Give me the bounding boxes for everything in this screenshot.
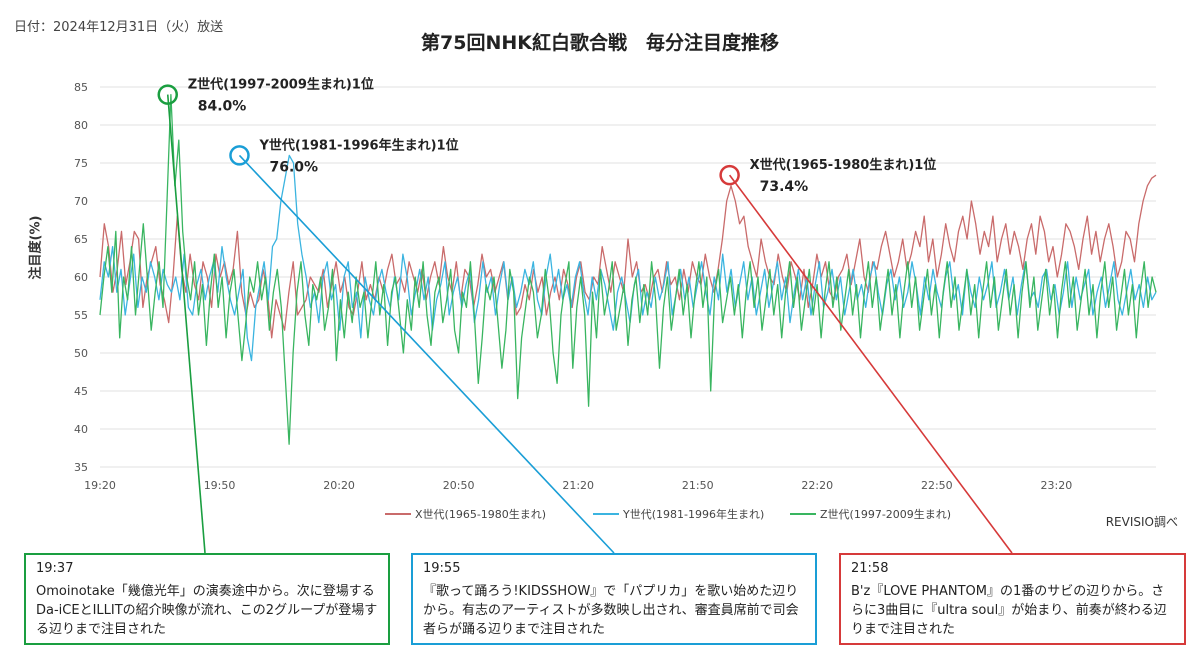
series-line-z [99,93,1157,445]
x-tick-label: 20:50 [443,479,475,492]
note-box-x: 21:58 B'z『LOVE PHANTOM』の1番のサビの辺りから。さらに3曲… [839,553,1186,645]
peak-marker [719,164,740,186]
legend-swatch-y [593,513,619,515]
y-tick-label: 75 [74,157,88,170]
x-tick-label: 22:20 [801,479,833,492]
source-credit: REVISIO調べ [1105,515,1178,529]
series-line-y [99,154,1157,362]
legend-label-x: X世代(1965-1980生まれ) [415,508,547,521]
broadcast-date: 日付：2024年12月31日（火）放送 [14,20,224,35]
callout-value: 76.0% [269,159,318,175]
callout-value: 73.4% [760,179,809,195]
x-tick-label: 23:20 [1041,479,1073,492]
note-time: 21:58 [851,561,889,576]
note-text: Omoinotake「幾億光年」の演奏途中から。次に登場するDa-iCEとILL… [36,584,378,637]
y-tick-label: 65 [74,233,88,246]
x-tick-label: 21:50 [682,479,714,492]
y-tick-label: 35 [74,461,88,474]
note-time: 19:55 [423,561,461,576]
callout-connector [728,174,1013,554]
y-tick-label: 55 [74,309,88,322]
note-text: 『歌って踊ろう!KIDSSHOW』で「パプリカ」を歌い始めた辺りから。有志のアー… [423,584,799,637]
x-tick-label: 20:20 [323,479,355,492]
y-tick-label: 85 [74,81,88,94]
legend-swatch-z [790,513,816,515]
chart-title: 第75回NHK紅白歌合戦 毎分注目度推移 [421,32,779,54]
x-tick-label: 22:50 [921,479,953,492]
peak-marker [157,84,178,105]
callout-label: Y世代(1981-1996年生まれ)1位 [258,137,458,153]
x-tick-label: 19:20 [84,479,116,492]
y-tick-label: 70 [74,195,88,208]
peak-marker [229,145,250,166]
note-box-y: 19:55 『歌って踊ろう!KIDSSHOW』で「パプリカ」を歌い始めた辺りから… [411,553,817,645]
y-tick-label: 80 [74,119,88,132]
y-tick-label: 60 [74,271,88,284]
series-line-x [99,174,1157,339]
legend-label-z: Z世代(1997-2009生まれ) [820,508,952,521]
legend-item-z: Z世代(1997-2009生まれ) [790,506,951,522]
x-tick-label: 21:20 [562,479,594,492]
y-tick-label: 45 [74,385,88,398]
legend-swatch-x [385,513,411,515]
legend-item-y: Y世代(1981-1996年生まれ) [593,506,764,522]
y-tick-label: 50 [74,347,88,360]
callout-label: Z世代(1997-2009生まれ)1位 [188,77,374,93]
legend-label-y: Y世代(1981-1996年生まれ) [623,508,765,521]
callout-connector [166,94,206,554]
x-tick-label: 19:50 [204,479,236,492]
note-box-z: 19:37 Omoinotake「幾億光年」の演奏途中から。次に登場するDa-i… [24,553,390,645]
callout-value: 84.0% [198,99,247,115]
note-text: B'z『LOVE PHANTOM』の1番のサビの辺りから。さらに3曲目に『ult… [851,584,1167,637]
note-time: 19:37 [36,561,74,576]
y-tick-label: 40 [74,423,88,436]
callout-connector [238,154,615,554]
legend-item-x: X世代(1965-1980生まれ) [385,506,546,522]
callout-label: X世代(1965-1980生まれ)1位 [750,157,937,173]
